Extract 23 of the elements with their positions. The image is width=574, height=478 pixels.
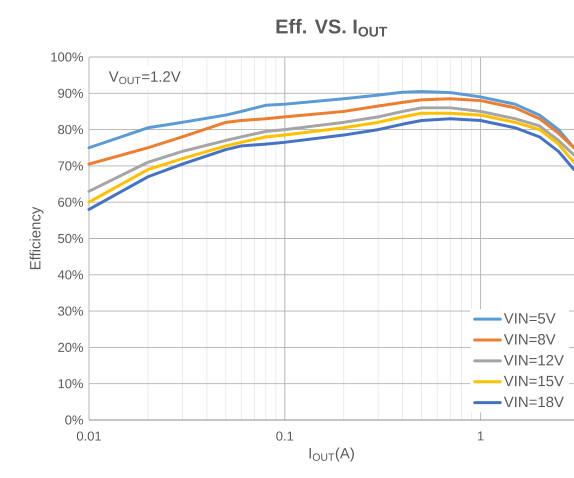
legend-label: VIN=5V [504, 313, 556, 324]
y-tick-label: 20% [58, 342, 84, 352]
y-tick-label: 80% [58, 125, 84, 134]
legend-label: VIN=18V [504, 396, 564, 408]
x-tick-label: 1 [478, 432, 484, 440]
y-tick-label: 90% [58, 88, 84, 98]
chart-title: Eff. VS. I$_{OUT}$ [276, 18, 388, 37]
x-axis-title: I$_{OUT}$(A) [310, 448, 354, 462]
legend-label: VIN=15V [504, 376, 564, 386]
y-tick-label: 100% [51, 52, 84, 62]
y-tick-label: 50% [58, 234, 84, 244]
y-tick-label: 60% [58, 198, 84, 207]
y-tick-label: 0% [65, 415, 84, 425]
y-axis-title: Efficiency [30, 206, 44, 270]
y-tick-label: 30% [58, 306, 84, 316]
annotation: V$_{OUT}$=1.2V [108, 71, 181, 84]
legend-label: VIN=12V [504, 354, 564, 366]
x-tick-label: 0.01 [76, 432, 101, 441]
legend-label: VIN=8V [504, 334, 556, 345]
y-tick-label: 40% [58, 270, 84, 280]
y-tick-label: 70% [58, 161, 84, 170]
x-tick-label: 0.1 [276, 432, 294, 441]
y-tick-label: 10% [58, 379, 84, 388]
